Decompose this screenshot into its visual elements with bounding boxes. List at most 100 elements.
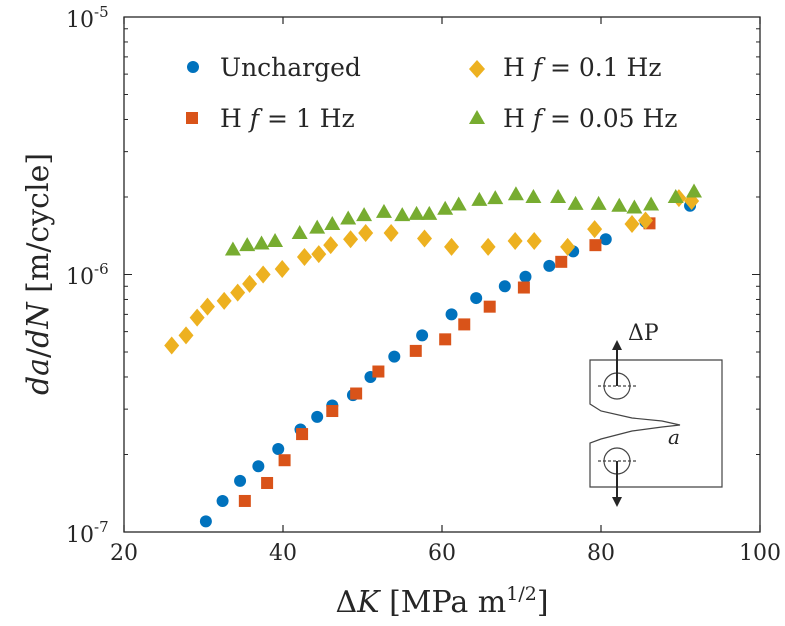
data-point-triangle	[253, 235, 270, 250]
down-arrow-icon	[612, 497, 622, 507]
data-point-diamond	[444, 237, 460, 256]
data-point-square	[350, 387, 363, 400]
load-label: ΔP	[628, 321, 659, 346]
data-point-circle	[272, 443, 285, 456]
data-point-diamond	[507, 231, 523, 250]
data-point-diamond	[358, 223, 374, 242]
data-point-square	[296, 428, 309, 441]
data-point-square	[458, 318, 471, 331]
specimen-outline	[589, 359, 723, 488]
up-arrow-icon	[612, 340, 622, 350]
data-point-triangle	[626, 199, 643, 214]
data-point-circle	[445, 308, 458, 321]
data-point-diamond	[199, 297, 215, 316]
data-point-diamond	[164, 336, 180, 355]
legend-marker-circle	[187, 61, 199, 73]
legend-label: Uncharged	[220, 53, 361, 82]
data-point-square	[439, 333, 452, 346]
data-point-circle	[543, 259, 556, 272]
data-point-triangle	[590, 195, 607, 210]
data-point-triangle	[239, 237, 256, 252]
data-point-circle	[519, 270, 532, 283]
data-point-circle	[311, 410, 324, 423]
data-point-triangle	[291, 224, 308, 239]
legend-label: H f = 1 Hz	[220, 104, 355, 133]
data-point-square	[409, 344, 422, 357]
data-point-square	[261, 476, 274, 489]
y-tick-label: 10-5	[66, 3, 109, 33]
y-tick-labels: 10-7 10-6 10-5	[66, 3, 109, 548]
data-point-diamond	[560, 237, 576, 256]
data-point-diamond	[216, 291, 232, 310]
data-point-triangle	[611, 197, 628, 212]
data-point-square	[589, 239, 602, 252]
data-point-triangle	[525, 188, 542, 203]
data-point-circle	[470, 292, 483, 305]
data-point-circle	[388, 350, 401, 363]
x-tick-label: 20	[110, 541, 138, 566]
legend-entry-h-1hz: H f = 1 Hz	[186, 104, 355, 133]
data-point-square	[517, 281, 530, 294]
data-point-square	[372, 365, 385, 378]
data-point-triangle	[356, 207, 373, 222]
data-point-triangle	[471, 191, 488, 206]
data-point-diamond	[480, 237, 496, 256]
data-point-diamond	[323, 236, 339, 255]
data-point-diamond	[296, 247, 312, 266]
data-point-triangle	[487, 190, 504, 205]
legend-marker-triangle	[469, 110, 485, 124]
data-point-triangle	[550, 188, 567, 203]
data-point-diamond	[311, 245, 327, 264]
data-point-diamond	[178, 326, 194, 345]
y-tick-label: 10-6	[66, 260, 109, 290]
y-axis-title: da/dN [m/cycle]	[21, 153, 56, 395]
plot-area	[123, 16, 761, 533]
data-point-diamond	[587, 220, 603, 239]
data-point-diamond	[255, 265, 271, 284]
data-point-triangle	[686, 183, 703, 198]
data-point-triangle	[375, 203, 392, 218]
legend-entry-uncharged: Uncharged	[187, 53, 361, 82]
data-point-circle	[252, 460, 265, 473]
x-tick-label: 80	[587, 541, 615, 566]
x-tick-label: 40	[269, 541, 297, 566]
data-point-diamond	[638, 211, 654, 230]
data-point-triangle	[437, 200, 454, 215]
legend-entry-h-0.05hz: H f = 0.05 Hz	[469, 104, 677, 133]
data-point-triangle	[643, 196, 660, 211]
data-marks	[164, 183, 703, 528]
data-point-diamond	[242, 274, 258, 293]
data-point-triangle	[309, 219, 326, 234]
data-point-diamond	[383, 223, 399, 242]
data-point-square	[238, 494, 251, 507]
data-point-triangle	[408, 205, 425, 220]
data-point-diamond	[624, 215, 640, 234]
data-point-triangle	[324, 216, 341, 231]
x-tick-label: 60	[428, 541, 456, 566]
x-tick-labels: 20 40 60 80 100	[110, 541, 781, 566]
data-point-triangle	[667, 188, 684, 203]
data-point-triangle	[224, 241, 241, 256]
data-point-square	[555, 255, 568, 268]
data-point-diamond	[189, 308, 205, 327]
data-point-circle	[234, 474, 247, 487]
axes-frame	[123, 16, 761, 533]
data-point-square	[326, 405, 339, 418]
specimen-inset	[589, 340, 723, 507]
data-point-square	[483, 300, 496, 313]
y-tick-label: 10-7	[66, 518, 109, 548]
data-point-triangle	[450, 196, 467, 211]
legend: Uncharged H f = 1 Hz H f = 0.1 Hz H f = …	[186, 53, 677, 133]
data-point-diamond	[526, 231, 542, 250]
x-tick-label: 100	[739, 541, 781, 566]
axis-ticks	[123, 16, 761, 533]
data-point-diamond	[230, 283, 246, 302]
data-point-triangle	[267, 232, 284, 247]
legend-label: H f = 0.05 Hz	[503, 104, 677, 133]
data-point-diamond	[274, 260, 290, 279]
data-point-square	[278, 454, 291, 467]
data-point-circle	[199, 515, 212, 528]
data-point-triangle	[507, 186, 524, 201]
legend-label: H f = 0.1 Hz	[503, 53, 662, 82]
